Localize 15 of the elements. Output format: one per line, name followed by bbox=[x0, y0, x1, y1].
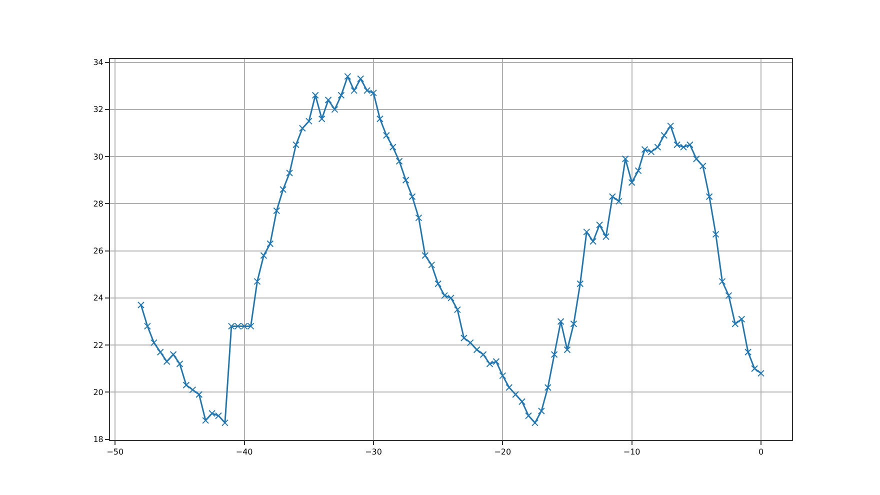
x-tick-label: −40 bbox=[236, 448, 253, 457]
x-tick-label: −50 bbox=[106, 448, 124, 457]
x-tick-label: 0 bbox=[758, 448, 764, 457]
y-tick-label: 22 bbox=[93, 340, 104, 350]
x-tick-label: −10 bbox=[623, 448, 640, 457]
y-tick-label: 26 bbox=[93, 246, 104, 256]
y-tick-label: 20 bbox=[93, 388, 104, 397]
y-tick-label: 32 bbox=[93, 105, 104, 114]
x-tick-label: −20 bbox=[494, 448, 512, 457]
y-tick-label: 24 bbox=[93, 294, 104, 303]
y-tick-label: 34 bbox=[93, 58, 104, 68]
y-tick-label: 30 bbox=[93, 152, 104, 162]
y-tick-label: 18 bbox=[93, 435, 104, 444]
x-tick-label: −30 bbox=[365, 448, 382, 457]
y-tick-label: 28 bbox=[93, 199, 104, 208]
